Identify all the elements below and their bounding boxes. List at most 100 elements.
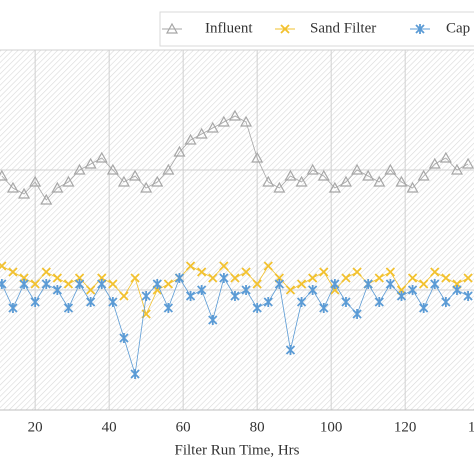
marker — [362, 169, 375, 181]
marker — [385, 279, 396, 289]
marker — [351, 163, 364, 175]
marker — [317, 169, 330, 181]
marker — [52, 285, 62, 295]
marker — [217, 115, 230, 127]
marker — [263, 261, 273, 271]
marker — [8, 303, 18, 313]
marker — [339, 175, 352, 187]
marker — [374, 297, 384, 307]
marker — [463, 273, 473, 283]
marker — [352, 309, 362, 319]
marker — [341, 297, 351, 307]
marker — [208, 315, 218, 325]
marker — [8, 267, 18, 277]
marker — [41, 279, 51, 289]
marker — [152, 279, 162, 289]
marker — [197, 267, 207, 277]
marker — [141, 291, 151, 301]
marker — [73, 163, 86, 175]
marker — [406, 181, 419, 193]
marker — [395, 175, 408, 187]
marker — [428, 157, 441, 169]
x-tick-label: 140 — [468, 419, 474, 435]
marker — [52, 273, 62, 283]
marker — [296, 279, 307, 289]
marker — [328, 181, 341, 193]
marker — [308, 273, 318, 283]
marker — [97, 279, 107, 289]
marker — [195, 127, 208, 139]
legend: Influent Sand Filter Cap — [159, 11, 474, 47]
marker — [419, 279, 429, 289]
marker — [330, 279, 340, 289]
series-line — [1, 115, 469, 201]
marker — [18, 187, 31, 199]
marker — [441, 273, 451, 283]
marker — [106, 163, 119, 175]
marker — [219, 261, 229, 271]
marker — [441, 297, 451, 307]
marker — [219, 273, 229, 283]
marker — [230, 291, 240, 301]
marker — [439, 151, 452, 163]
marker — [86, 285, 96, 295]
marker — [29, 175, 42, 187]
marker — [163, 303, 173, 313]
marker — [396, 291, 407, 301]
marker — [206, 121, 219, 133]
legend-label: Influent — [205, 20, 253, 36]
marker — [140, 181, 153, 193]
x-axis-label: Filter Run Time, Hrs — [174, 442, 299, 458]
marker — [62, 175, 75, 187]
marker — [373, 175, 386, 187]
marker — [208, 273, 218, 283]
marker — [184, 133, 197, 145]
marker — [452, 285, 462, 295]
marker — [262, 175, 275, 187]
marker — [74, 279, 85, 289]
marker — [285, 345, 296, 355]
marker — [95, 151, 108, 163]
legend-label: Sand Filter — [310, 20, 376, 36]
marker — [319, 267, 329, 277]
marker — [251, 151, 264, 163]
marker — [384, 163, 397, 175]
marker — [385, 267, 396, 277]
marker — [407, 273, 418, 283]
marker — [0, 169, 8, 181]
marker — [19, 279, 29, 289]
marker — [130, 273, 140, 283]
legend-marker — [415, 24, 425, 34]
marker — [419, 303, 429, 313]
marker — [119, 333, 129, 343]
marker — [197, 285, 207, 295]
marker — [430, 279, 440, 289]
marker — [63, 279, 74, 289]
marker — [0, 279, 7, 289]
marker — [119, 291, 129, 301]
x-tick-label: 120 — [394, 419, 417, 435]
marker — [241, 267, 251, 277]
marker — [417, 169, 430, 181]
marker — [430, 267, 440, 277]
marker — [252, 279, 262, 289]
marker — [63, 303, 74, 313]
marker — [352, 267, 362, 277]
marker — [341, 273, 351, 283]
marker — [185, 291, 196, 301]
plot-area — [0, 50, 474, 410]
legend-label: Cap — [446, 20, 470, 36]
marker — [295, 175, 308, 187]
marker — [51, 181, 64, 193]
marker — [284, 169, 297, 181]
marker — [84, 157, 97, 169]
marker — [117, 175, 130, 187]
marker — [407, 285, 418, 295]
x-tick-label: 60 — [176, 419, 191, 435]
marker — [240, 115, 253, 127]
marker — [450, 163, 463, 175]
marker — [6, 181, 19, 193]
marker — [462, 157, 474, 169]
marker — [130, 369, 140, 379]
